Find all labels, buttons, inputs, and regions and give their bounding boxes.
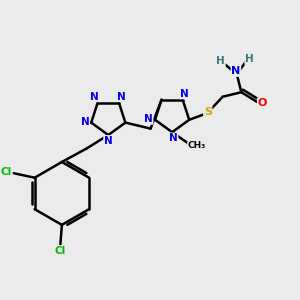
Text: H: H <box>245 54 254 64</box>
Text: N: N <box>104 136 113 146</box>
Text: N: N <box>231 66 241 76</box>
Text: N: N <box>90 92 99 101</box>
Text: H: H <box>216 56 225 66</box>
Text: N: N <box>169 133 178 143</box>
Text: S: S <box>204 107 212 117</box>
Text: N: N <box>80 117 89 127</box>
Text: N: N <box>180 89 189 99</box>
Text: O: O <box>258 98 267 108</box>
Text: N: N <box>118 92 126 101</box>
Text: Cl: Cl <box>55 246 66 256</box>
Text: CH₃: CH₃ <box>188 142 206 151</box>
Text: Cl: Cl <box>1 167 12 177</box>
Text: N: N <box>144 114 153 124</box>
